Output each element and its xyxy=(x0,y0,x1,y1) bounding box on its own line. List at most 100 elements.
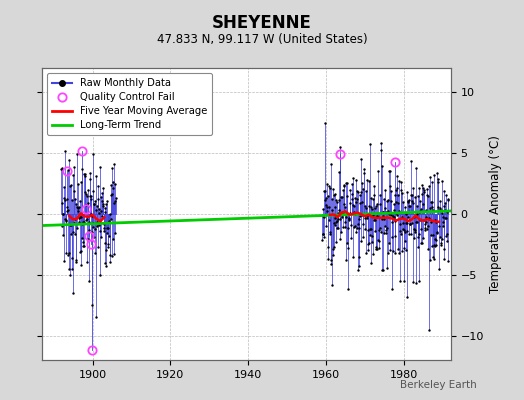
Point xyxy=(62,217,70,224)
Point xyxy=(439,219,447,225)
Point xyxy=(410,214,419,220)
Point xyxy=(60,195,69,201)
Point xyxy=(111,230,119,236)
Point xyxy=(377,229,385,235)
Point xyxy=(354,225,363,232)
Point xyxy=(405,199,413,206)
Point xyxy=(386,198,395,204)
Point xyxy=(86,193,95,199)
Point xyxy=(430,242,438,248)
Point xyxy=(333,199,341,206)
Point xyxy=(342,210,351,217)
Point xyxy=(320,234,329,240)
Point xyxy=(59,232,67,238)
Point xyxy=(330,220,338,226)
Point xyxy=(423,192,431,198)
Point xyxy=(337,229,345,235)
Point xyxy=(436,206,445,213)
Point xyxy=(443,209,451,216)
Point xyxy=(401,238,409,244)
Point xyxy=(430,256,438,262)
Point xyxy=(438,210,446,216)
Point xyxy=(378,216,386,222)
Point xyxy=(59,258,68,264)
Point xyxy=(435,266,443,272)
Point xyxy=(326,261,335,267)
Point xyxy=(395,208,403,214)
Point xyxy=(424,246,432,252)
Point xyxy=(423,223,432,229)
Point xyxy=(376,192,385,198)
Point xyxy=(351,223,359,230)
Point xyxy=(416,278,424,284)
Point xyxy=(428,179,436,185)
Point xyxy=(81,172,89,179)
Point xyxy=(319,213,328,220)
Point xyxy=(334,225,342,232)
Point xyxy=(415,231,423,238)
Point xyxy=(378,266,386,273)
Point xyxy=(390,207,398,213)
Point xyxy=(71,216,79,222)
Point xyxy=(372,246,380,252)
Point xyxy=(352,177,360,183)
Point xyxy=(369,212,377,218)
Point xyxy=(92,207,100,213)
Point xyxy=(405,202,413,209)
Point xyxy=(421,225,430,231)
Point xyxy=(90,201,99,207)
Point xyxy=(441,207,449,213)
Point xyxy=(384,196,392,203)
Point xyxy=(358,180,367,186)
Point xyxy=(425,204,434,211)
Point xyxy=(429,254,438,260)
Point xyxy=(101,208,110,215)
Point xyxy=(354,267,362,273)
Point xyxy=(359,221,367,228)
Point xyxy=(339,208,347,215)
Point xyxy=(393,212,401,219)
Point xyxy=(394,246,402,252)
Point xyxy=(82,202,90,208)
Point xyxy=(384,208,392,214)
Point xyxy=(360,170,368,176)
Point xyxy=(429,232,438,238)
Point xyxy=(443,196,452,202)
Point xyxy=(387,212,396,218)
Point xyxy=(436,204,444,211)
Point xyxy=(334,210,342,216)
Point xyxy=(365,203,374,210)
Point xyxy=(410,228,419,235)
Point xyxy=(389,215,397,222)
Point xyxy=(436,242,445,248)
Point xyxy=(360,210,368,217)
Point xyxy=(402,220,411,226)
Point xyxy=(75,249,84,256)
Point xyxy=(346,187,355,194)
Point xyxy=(63,208,71,214)
Point xyxy=(413,234,422,240)
Point xyxy=(438,178,446,184)
Point xyxy=(424,183,433,190)
Point xyxy=(379,267,387,273)
Point xyxy=(431,236,439,243)
Point xyxy=(411,164,420,171)
Point xyxy=(100,225,108,231)
Point xyxy=(322,195,330,201)
Point xyxy=(62,196,71,202)
Point xyxy=(440,202,449,209)
Point xyxy=(357,199,366,205)
Point xyxy=(346,209,354,216)
Point xyxy=(401,229,409,235)
Point xyxy=(89,220,97,226)
Point xyxy=(420,189,428,195)
Y-axis label: Temperature Anomaly (°C): Temperature Anomaly (°C) xyxy=(489,135,503,293)
Point xyxy=(328,207,336,214)
Point xyxy=(397,187,405,193)
Point xyxy=(379,209,388,216)
Point xyxy=(413,219,421,226)
Point xyxy=(70,220,78,226)
Point xyxy=(326,230,334,237)
Point xyxy=(398,190,407,196)
Point xyxy=(413,211,421,217)
